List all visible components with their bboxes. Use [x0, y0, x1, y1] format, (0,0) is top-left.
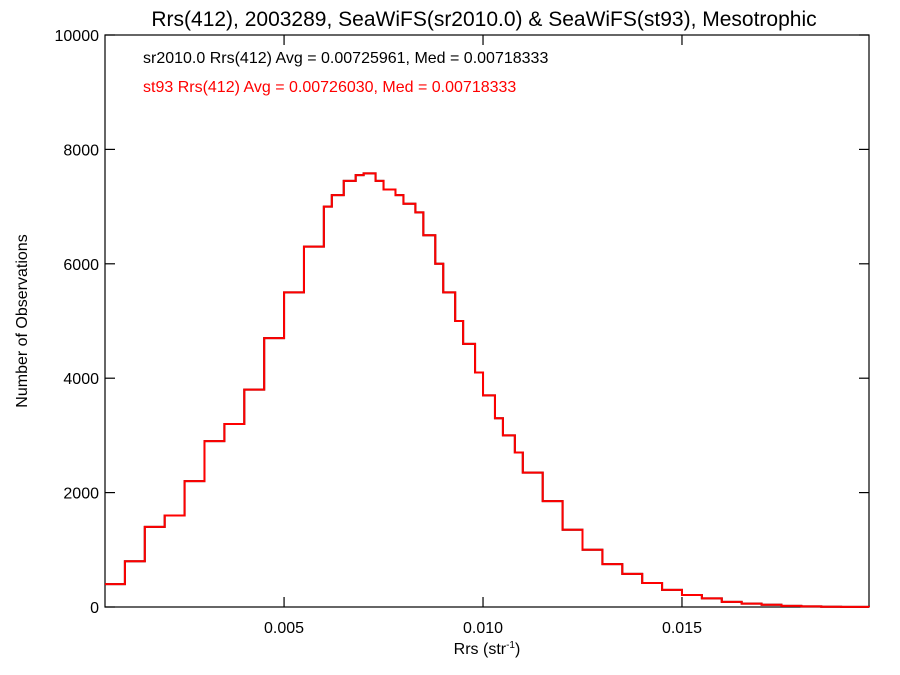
series-st93-line [105, 172, 870, 608]
y-axis-label: Number of Observations [14, 234, 31, 407]
x-tick-label: 0.005 [264, 620, 304, 637]
y-tick-label: 6000 [63, 257, 99, 274]
chart-title: Rrs(412), 2003289, SeaWiFS(sr2010.0) & S… [151, 8, 816, 31]
x-axis-label-main: Rrs (str [454, 641, 507, 658]
x-axis-label-close: ) [515, 641, 520, 658]
y-tick-label: 8000 [63, 142, 99, 159]
y-axis: 0 2000 4000 6000 8000 10000 [55, 28, 869, 617]
y-tick-label: 0 [90, 600, 99, 617]
annotation-sr2010: sr2010.0 Rrs(412) Avg = 0.00725961, Med … [143, 50, 548, 67]
x-axis-label: Rrs (str-1) [454, 640, 521, 658]
x-axis-label-exponent: -1 [506, 640, 515, 651]
annotation-st93: st93 Rrs(412) Avg = 0.00726030, Med = 0.… [143, 79, 516, 96]
series-sr2010-line [105, 172, 870, 608]
plot-frame [104, 34, 870, 608]
y-tick-label: 2000 [63, 486, 99, 503]
series-layer [105, 172, 870, 608]
y-tick-label: 10000 [55, 28, 100, 45]
y-tick-label: 4000 [63, 371, 99, 388]
x-axis: 0.005 0.010 0.015 [264, 35, 702, 637]
x-tick-label: 0.015 [662, 620, 702, 637]
x-tick-label: 0.010 [463, 620, 503, 637]
